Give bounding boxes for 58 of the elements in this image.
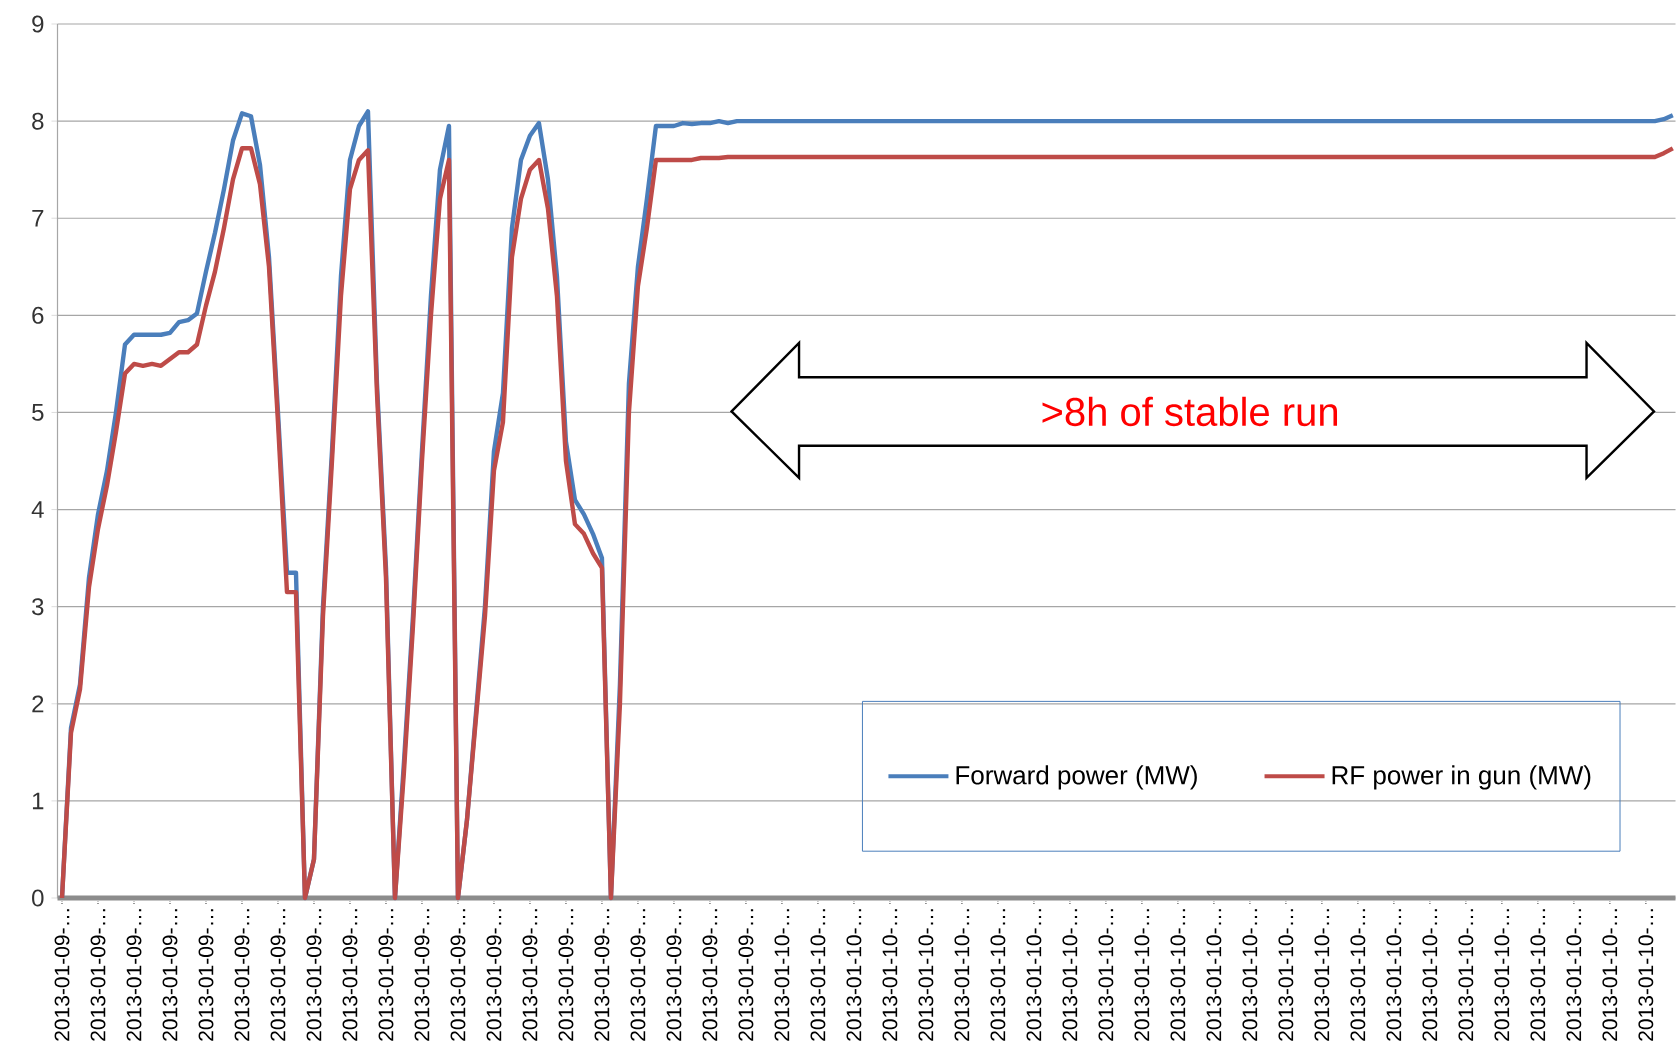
x-tick-label: 2013-01-09-… xyxy=(522,909,538,1041)
x-tick-label: 2013-01-09-… xyxy=(54,909,70,1041)
x-tick-label: 2013-01-10-… xyxy=(1638,909,1654,1041)
x-tick-label: 2013-01-10-… xyxy=(1602,909,1618,1041)
annotation: >8h of stable run xyxy=(1042,396,1338,427)
x-tick-label: 2013-01-09-… xyxy=(90,909,106,1041)
x-tick-label: 2013-01-10-… xyxy=(1350,909,1366,1041)
x-tick-label: 2013-01-10-… xyxy=(1422,909,1438,1041)
x-tick-label: 2013-01-09-… xyxy=(126,909,142,1041)
x-tick-label: 2013-01-09-… xyxy=(234,909,250,1041)
x-tick-label: 2013-01-10-… xyxy=(1134,909,1150,1041)
x-tick-label: 2013-01-10-… xyxy=(1566,909,1582,1041)
legend-label: RF power in gun (MW) xyxy=(1332,765,1591,790)
x-tick-label: 2013-01-10-… xyxy=(1242,909,1258,1041)
x-tick-label: 2013-01-10-… xyxy=(1278,909,1294,1041)
x-tick-label: 2013-01-09-… xyxy=(450,909,466,1041)
y-tick-label: 4 xyxy=(31,501,44,518)
y-tick-label: 2 xyxy=(32,695,44,713)
legend-label: Forward power (MW) xyxy=(956,765,1197,790)
x-tick-label: 2013-01-09-… xyxy=(558,909,574,1041)
x-tick-label: 2013-01-10-… xyxy=(882,909,898,1041)
x-tick-label: 2013-01-10-… xyxy=(1170,909,1186,1041)
x-tick-label: 2013-01-09-… xyxy=(378,909,394,1041)
x-tick-label: 2013-01-09-… xyxy=(630,909,646,1041)
y-tick-label: 1 xyxy=(32,792,44,810)
x-tick-label: 2013-01-10-… xyxy=(918,909,934,1041)
x-tick-label: 2013-01-10-… xyxy=(1494,909,1510,1041)
x-tick-label: 2013-01-09-… xyxy=(702,909,718,1041)
x-tick-label: 2013-01-09-… xyxy=(342,909,358,1041)
x-tick-label: 2013-01-10-… xyxy=(1314,909,1330,1041)
y-tick-label: 5 xyxy=(32,404,44,421)
y-tick-label: 9 xyxy=(32,15,44,33)
x-tick-label: 2013-01-10-… xyxy=(990,909,1006,1041)
y-tick-label: 8 xyxy=(32,112,44,130)
x-tick-label: 2013-01-09-… xyxy=(738,909,754,1041)
x-tick-label: 2013-01-09-… xyxy=(414,909,430,1041)
x-tick-label: 2013-01-09-… xyxy=(270,909,286,1041)
y-tick-label: 6 xyxy=(32,306,44,324)
x-tick-label: 2013-01-10-… xyxy=(1386,909,1402,1041)
x-tick-label: 2013-01-10-… xyxy=(846,909,862,1041)
x-tick-label: 2013-01-09-… xyxy=(306,909,322,1041)
x-tick-label: 2013-01-09-… xyxy=(594,909,610,1041)
x-tick-label: 2013-01-10-… xyxy=(1458,909,1474,1041)
x-tick-label: 2013-01-10-… xyxy=(1098,909,1114,1041)
x-tick-label: 2013-01-10-… xyxy=(954,909,970,1041)
x-tick-label: 2013-01-09-… xyxy=(198,909,214,1041)
y-tick-label: 0 xyxy=(32,889,44,907)
x-tick-label: 2013-01-10-… xyxy=(1062,909,1078,1041)
x-tick-label: 2013-01-10-… xyxy=(810,909,826,1041)
x-tick-label: 2013-01-10-… xyxy=(774,909,790,1041)
x-tick-label: 2013-01-09-… xyxy=(666,909,682,1041)
y-tick-label: 3 xyxy=(32,598,44,616)
x-tick-label: 2013-01-10-… xyxy=(1206,909,1222,1041)
x-tick-label: 2013-01-10-… xyxy=(1026,909,1042,1041)
x-tick-label: 2013-01-09-… xyxy=(486,909,502,1041)
x-tick-label: 2013-01-10-… xyxy=(1530,909,1546,1041)
x-tick-label: 2013-01-09-… xyxy=(162,909,178,1041)
y-tick-label: 7 xyxy=(32,209,44,227)
